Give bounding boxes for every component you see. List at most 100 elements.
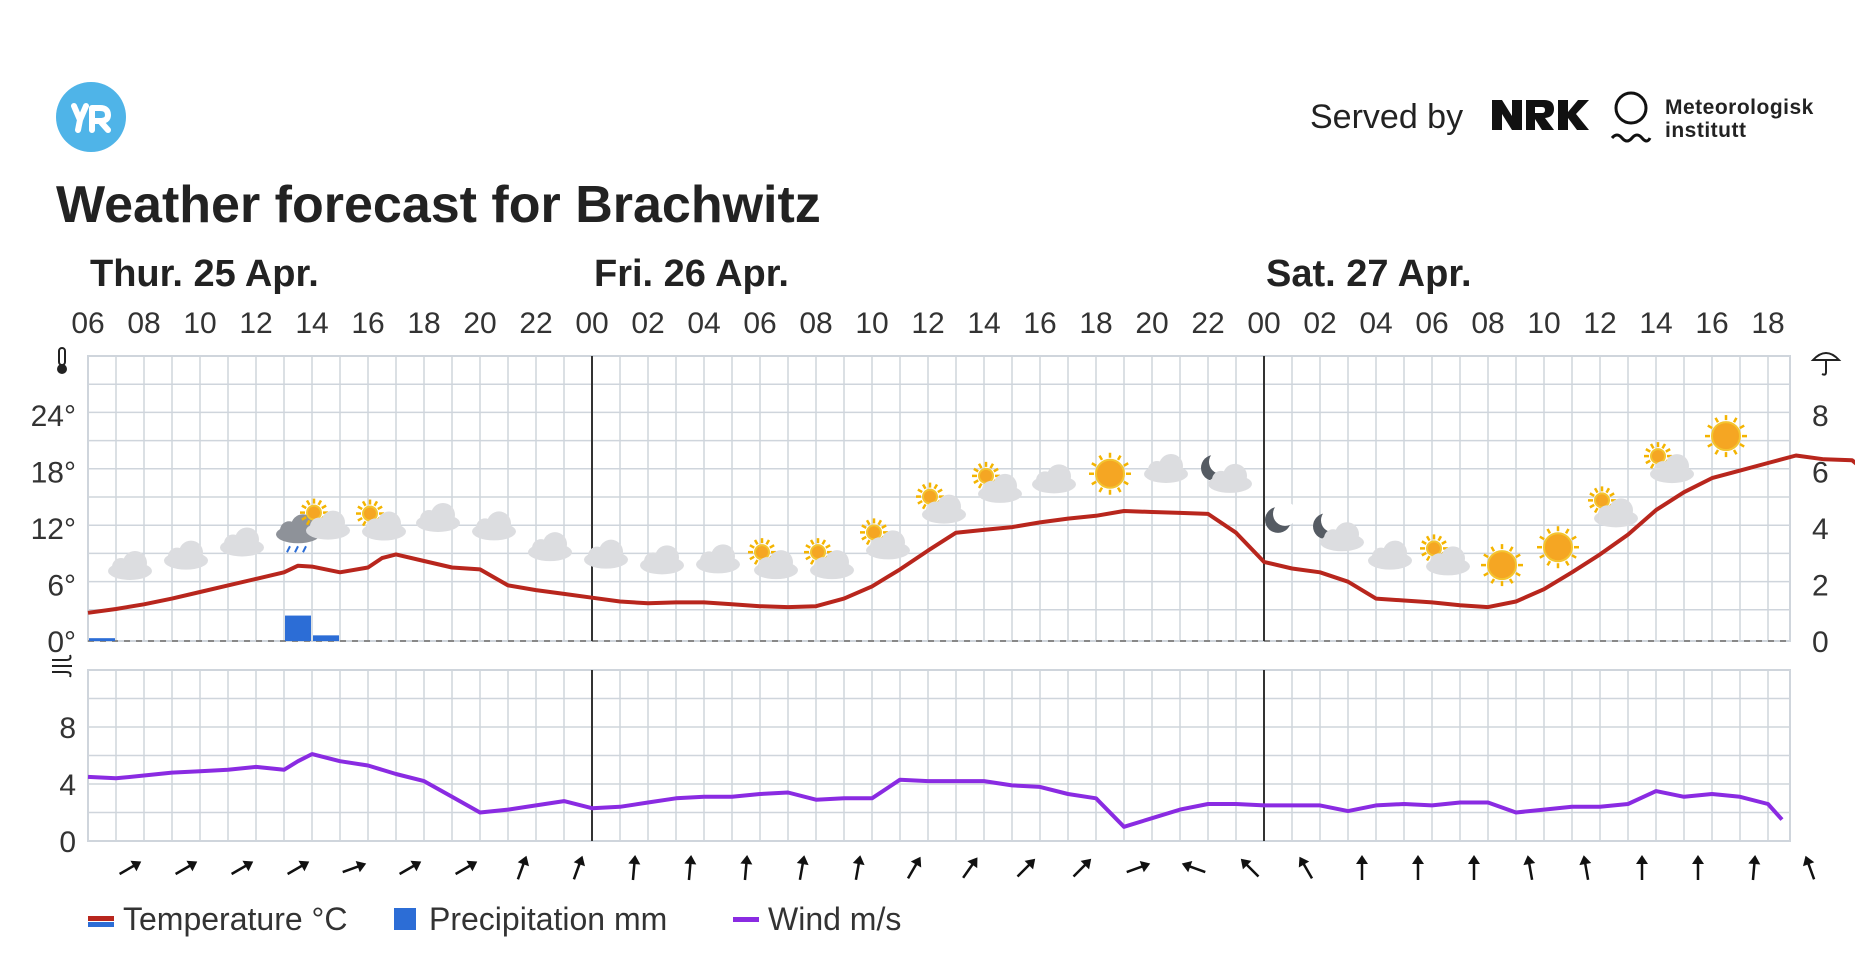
met-logo-icon	[1608, 88, 1654, 155]
cloud-puff	[711, 544, 735, 569]
sun-ray	[1593, 487, 1599, 494]
hour-tick-label: 04	[687, 307, 720, 340]
temp-panel-frame	[87, 355, 1791, 642]
cloud-puff	[1223, 463, 1247, 488]
wind-direction-arrow	[1636, 855, 1648, 880]
partly-cloudy-day-icon	[1588, 486, 1638, 528]
sun-disc	[1095, 458, 1125, 489]
sun-ray	[933, 483, 939, 490]
chart-grid	[87, 355, 1791, 842]
sun-disc	[978, 467, 994, 484]
wind-direction-arrow	[1298, 856, 1314, 880]
arrow-head	[1748, 855, 1761, 865]
nrk-logo-mark	[1492, 100, 1589, 130]
umbrella-canopy	[1810, 352, 1842, 361]
clear-night-icon	[1265, 501, 1297, 533]
met-line1: Meteorologisk	[1665, 96, 1814, 119]
hour-tick-label: 18	[1751, 307, 1784, 340]
hour-tick-label: 10	[1527, 307, 1560, 340]
sun-ray	[1593, 507, 1599, 514]
wind-y-tick: 8	[59, 712, 76, 745]
partly-cloudy-day-icon	[860, 518, 910, 560]
arrow-head	[1802, 855, 1815, 867]
cloud-puff	[179, 540, 203, 565]
wind-direction-arrow	[516, 855, 530, 880]
sun-ray	[821, 539, 827, 545]
cloud-puff	[1609, 498, 1633, 523]
legend-item: Wind m/s	[733, 901, 901, 937]
wind-direction-arrow	[1802, 855, 1816, 880]
wind-direction-arrow	[1412, 855, 1424, 880]
cloud-puff	[1665, 454, 1689, 479]
wind-direction-arrow	[174, 860, 198, 876]
sun-ray	[1483, 553, 1489, 559]
hour-tick-label: 08	[127, 307, 160, 340]
wind-direction-arrow	[230, 860, 254, 876]
cloud-puff	[1383, 540, 1407, 565]
sun-ray	[1546, 528, 1552, 534]
legend-swatch	[88, 916, 114, 921]
partly-cloudy-day-icon	[1420, 534, 1470, 576]
hour-tick-label: 12	[239, 307, 272, 340]
arrow-head	[1181, 860, 1193, 873]
rain-drops	[286, 545, 307, 553]
temp-y-tick: 6°	[47, 570, 76, 603]
arrow-head	[1579, 855, 1592, 866]
thermometer-stem	[58, 347, 66, 366]
day-label: Sat. 27 Apr.	[1266, 253, 1472, 295]
wind-direction-arrow	[684, 855, 697, 881]
precip-y-tick: 4	[1812, 513, 1829, 546]
wind-direction-arrow	[454, 860, 478, 876]
hour-tick-label: 14	[1639, 307, 1672, 340]
sun-ray	[1649, 443, 1655, 449]
arrow-head	[1024, 858, 1036, 870]
cloud-puff	[543, 532, 567, 557]
thermometer-bulb	[57, 364, 67, 374]
sun-ray	[805, 555, 811, 561]
met-line2: institutt	[1665, 119, 1747, 142]
day-label: Fri. 26 Apr.	[594, 253, 789, 295]
sun-ray	[1515, 572, 1521, 577]
wind-direction-arrow	[1692, 855, 1704, 880]
clear-day-icon	[1705, 415, 1747, 458]
sun-ray	[1425, 535, 1431, 542]
sun-disc	[1543, 532, 1573, 563]
sun-ray	[1665, 448, 1671, 453]
clear-day-icon	[1089, 452, 1131, 495]
hour-tick-label: 00	[1247, 307, 1280, 340]
arrow-head	[910, 856, 922, 868]
cloud-puff	[321, 510, 345, 535]
hour-tick-label: 14	[295, 307, 328, 340]
hour-tick-label: 20	[463, 307, 496, 340]
sun-ray	[1546, 560, 1552, 567]
precip-y-tick: 2	[1812, 570, 1829, 603]
sun-ray	[361, 520, 367, 527]
wind-y-tick: 4	[59, 769, 76, 802]
arrow-head	[1412, 855, 1424, 864]
moon-cut	[1273, 501, 1297, 526]
precip-bar	[285, 615, 311, 641]
hour-tick-label: 22	[1191, 307, 1224, 340]
wind-direction-arrow	[118, 860, 142, 876]
arrow-head	[684, 855, 697, 865]
sun-ray	[1609, 492, 1615, 497]
sun-disc	[1426, 540, 1442, 557]
arrow-head	[1298, 856, 1310, 868]
sun-ray	[1508, 578, 1514, 584]
sun-ray	[1739, 424, 1745, 430]
sun-ray	[1123, 462, 1129, 467]
sun-ray	[921, 483, 927, 490]
cloudy-icon	[1144, 453, 1188, 483]
sun-ray	[1714, 417, 1720, 423]
wind-direction-arrow	[1240, 858, 1260, 878]
sun-ray	[1539, 535, 1545, 541]
sun-ray	[1739, 443, 1745, 448]
sun-ray	[1661, 443, 1667, 449]
hour-tick-label: 22	[519, 307, 552, 340]
arrow-head	[740, 855, 753, 865]
sun-ray	[917, 500, 923, 505]
cloudy-icon	[1368, 540, 1412, 570]
cloud-puff	[377, 511, 401, 536]
sun-ray	[1707, 443, 1713, 448]
sun-ray	[749, 555, 755, 561]
